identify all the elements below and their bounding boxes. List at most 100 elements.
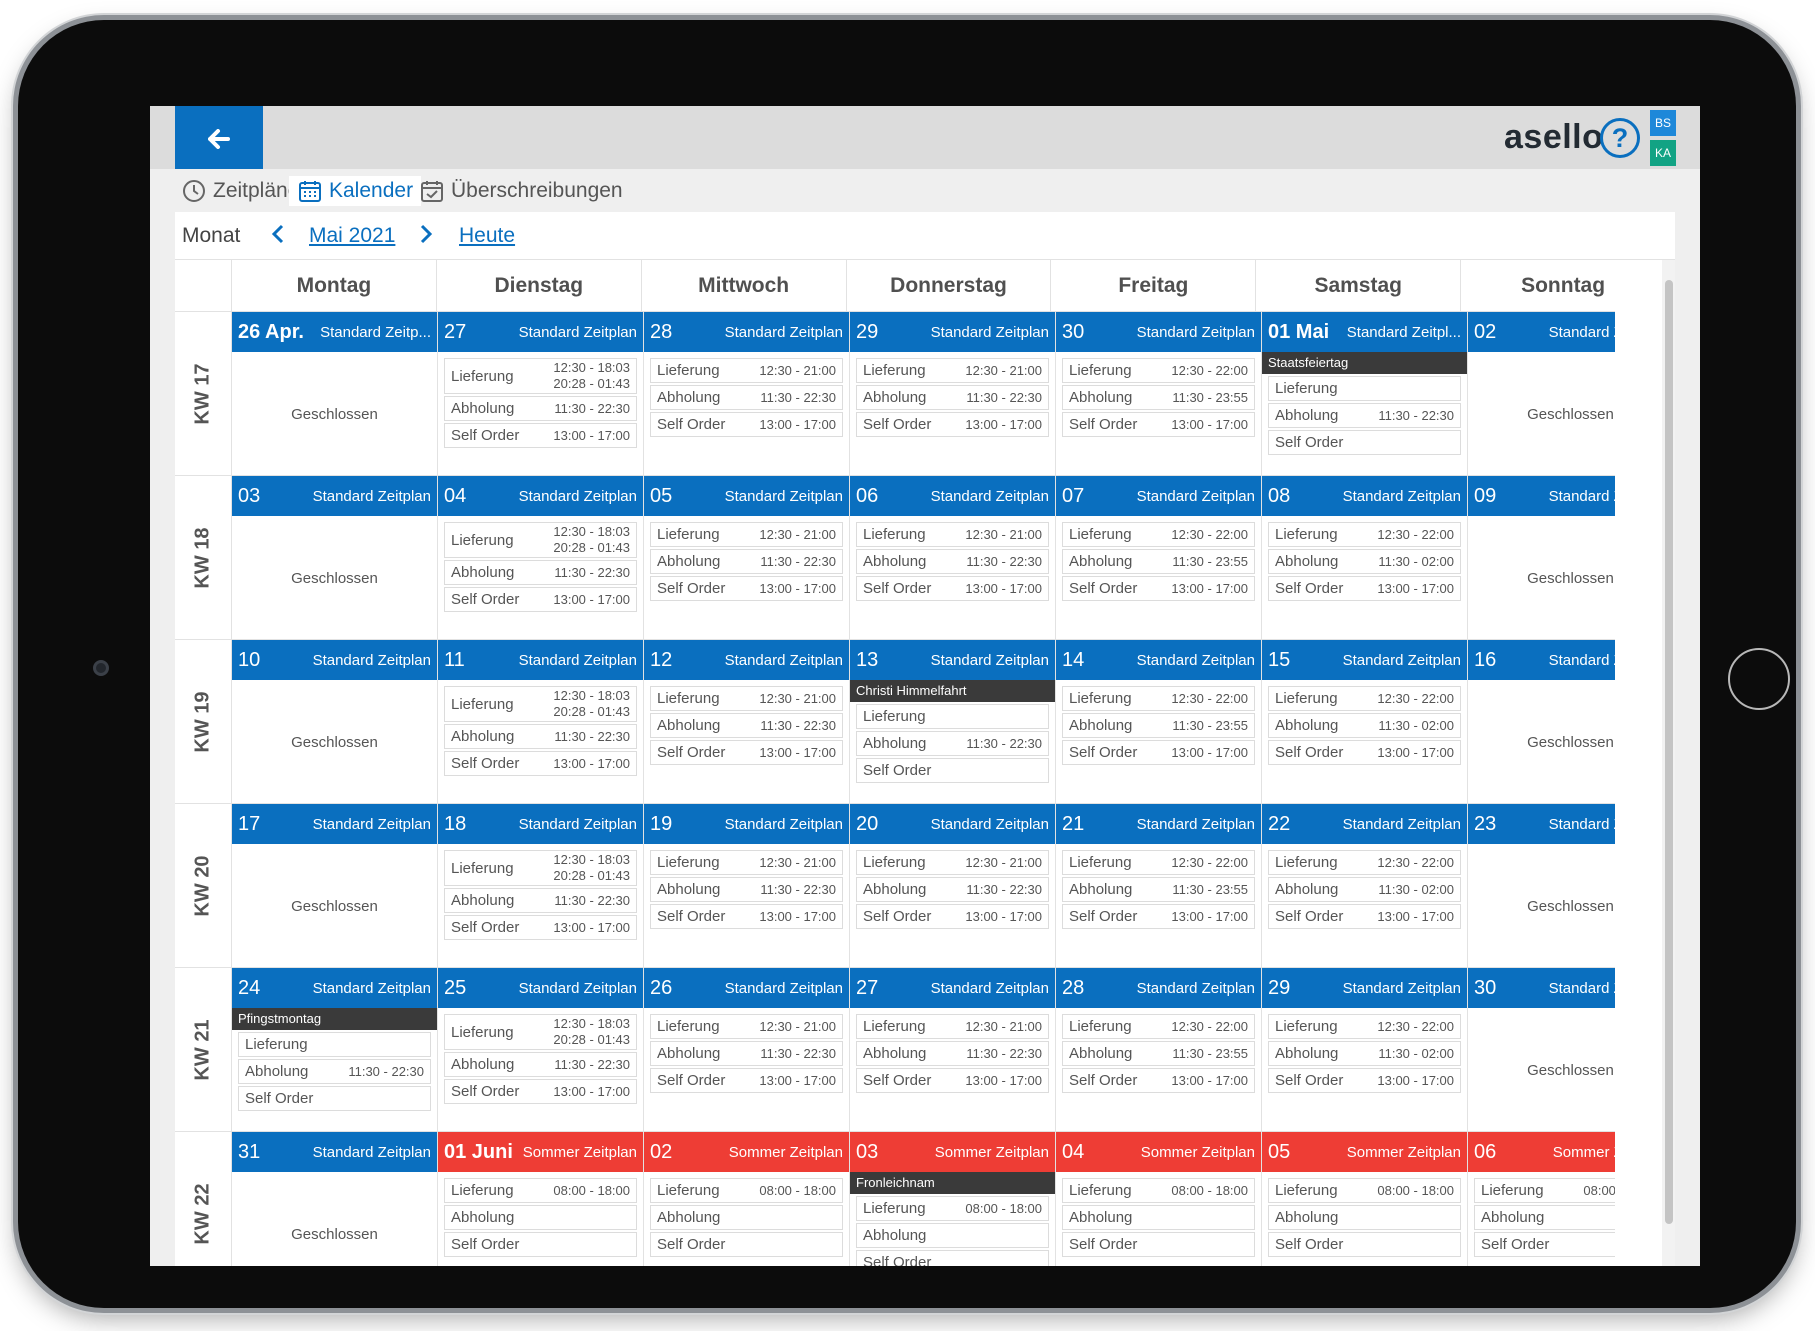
day-cell[interactable]: 10 Standard Zeitplan Geschlossen	[231, 639, 437, 803]
service-row[interactable]: Abholung	[1474, 1205, 1615, 1230]
home-button[interactable]	[1728, 648, 1790, 710]
service-row[interactable]: Self Order 13:00 - 17:00	[856, 904, 1049, 929]
store-badge-bs[interactable]: BS	[1650, 110, 1676, 136]
day-cell[interactable]: 09 Standard Zeitplan Geschlossen	[1467, 475, 1615, 639]
service-row[interactable]: Abholung 11:30 - 02:00	[1268, 1041, 1461, 1066]
service-row[interactable]: Lieferung 12:30 - 22:00	[1062, 522, 1255, 547]
day-cell[interactable]: 20 Standard Zeitplan Lieferung 12:30 - 21:0…	[849, 803, 1055, 967]
day-header[interactable]: 08 Standard Zeitplan	[1262, 476, 1467, 516]
day-cell[interactable]: 24 Standard Zeitplan Pfingstmontag Lieferun…	[231, 967, 437, 1131]
day-header[interactable]: 02 Standard Zeitplan	[1468, 312, 1615, 352]
day-cell[interactable]: 31 Standard Zeitplan Geschlossen	[231, 1131, 437, 1266]
day-cell[interactable]: 26 Standard Zeitplan Lieferung 12:30 - 21:0…	[643, 967, 849, 1131]
day-header[interactable]: 01 Mai Standard Zeitpl...	[1262, 312, 1467, 352]
service-row[interactable]: Self Order 13:00 - 17:00	[1062, 1068, 1255, 1093]
day-header[interactable]: 05 Standard Zeitplan	[644, 476, 849, 516]
service-row[interactable]: Abholung 11:30 - 22:30	[444, 396, 637, 421]
scrollbar-thumb[interactable]	[1665, 280, 1673, 1224]
day-cell[interactable]: 27 Standard Zeitplan Lieferung 12:30 - 18:0…	[437, 311, 643, 475]
service-row[interactable]: Lieferung	[1268, 376, 1461, 401]
service-row[interactable]: Abholung 11:30 - 22:30	[856, 877, 1049, 902]
service-row[interactable]: Abholung	[650, 1205, 843, 1230]
service-row[interactable]: Abholung 11:30 - 22:30	[444, 724, 637, 749]
service-row[interactable]: Lieferung 12:30 - 22:00	[1062, 358, 1255, 383]
service-row[interactable]: Abholung 11:30 - 23:55	[1062, 549, 1255, 574]
service-row[interactable]: Self Order 13:00 - 17:00	[444, 751, 637, 776]
service-row[interactable]: Abholung 11:30 - 22:30	[1268, 403, 1461, 428]
service-row[interactable]: Lieferung 12:30 - 22:00	[1268, 522, 1461, 547]
service-row[interactable]: Self Order 13:00 - 17:00	[1268, 740, 1461, 765]
service-row[interactable]: Lieferung 08:00 - 18:00	[1474, 1178, 1615, 1203]
service-row[interactable]: Abholung 11:30 - 22:30	[650, 713, 843, 738]
service-row[interactable]: Lieferung 12:30 - 21:00	[856, 522, 1049, 547]
day-cell[interactable]: 28 Standard Zeitplan Lieferung 12:30 - 22:0…	[1055, 967, 1261, 1131]
service-row[interactable]: Abholung 11:30 - 02:00	[1268, 549, 1461, 574]
day-header[interactable]: 27 Standard Zeitplan	[850, 968, 1055, 1008]
service-row[interactable]: Lieferung 12:30 - 21:00	[650, 686, 843, 711]
day-cell[interactable]: 18 Standard Zeitplan Lieferung 12:30 - 18:0…	[437, 803, 643, 967]
back-button[interactable]	[175, 106, 263, 169]
day-header[interactable]: 23 Standard Zeitplan	[1468, 804, 1615, 844]
service-row[interactable]: Self Order 13:00 - 17:00	[1062, 740, 1255, 765]
service-row[interactable]: Self Order	[1268, 1232, 1461, 1257]
day-header[interactable]: 17 Standard Zeitplan	[232, 804, 437, 844]
service-row[interactable]: Self Order 13:00 - 17:00	[1062, 904, 1255, 929]
service-row[interactable]: Lieferung 12:30 - 21:00	[650, 850, 843, 875]
day-cell[interactable]: 21 Standard Zeitplan Lieferung 12:30 - 22:0…	[1055, 803, 1261, 967]
day-header[interactable]: 31 Standard Zeitplan	[232, 1132, 437, 1172]
service-row[interactable]: Lieferung 08:00 - 18:00	[1268, 1178, 1461, 1203]
day-header[interactable]: 25 Standard Zeitplan	[438, 968, 643, 1008]
day-cell[interactable]: 30 Standard Zeitplan Lieferung 12:30 - 22:0…	[1055, 311, 1261, 475]
tab-kalender[interactable]: Kalender	[289, 176, 422, 206]
vertical-scrollbar[interactable]	[1662, 260, 1675, 1266]
service-row[interactable]: Self Order 13:00 - 17:00	[650, 412, 843, 437]
service-row[interactable]: Lieferung 08:00 - 18:00	[444, 1178, 637, 1203]
service-row[interactable]: Abholung 11:30 - 23:55	[1062, 1041, 1255, 1066]
service-row[interactable]: Self Order	[856, 1250, 1049, 1266]
day-cell[interactable]: 29 Standard Zeitplan Lieferung 12:30 - 21:0…	[849, 311, 1055, 475]
service-row[interactable]: Abholung	[856, 1223, 1049, 1248]
service-row[interactable]: Self Order 13:00 - 17:00	[444, 423, 637, 448]
service-row[interactable]: Abholung 11:30 - 23:55	[1062, 713, 1255, 738]
day-cell[interactable]: 28 Standard Zeitplan Lieferung 12:30 - 21:0…	[643, 311, 849, 475]
service-row[interactable]: Abholung 11:30 - 22:30	[856, 385, 1049, 410]
service-row[interactable]: Self Order	[650, 1232, 843, 1257]
day-header[interactable]: 02 Sommer Zeitplan	[644, 1132, 849, 1172]
service-row[interactable]: Lieferung 08:00 - 18:00	[856, 1196, 1049, 1221]
tab-ueberschreibungen[interactable]: Überschreibungen	[419, 176, 623, 206]
service-row[interactable]: Abholung	[1268, 1205, 1461, 1230]
day-header[interactable]: 19 Standard Zeitplan	[644, 804, 849, 844]
view-mode-label[interactable]: Monat	[182, 224, 241, 247]
day-cell[interactable]: 27 Standard Zeitplan Lieferung 12:30 - 21:0…	[849, 967, 1055, 1131]
service-row[interactable]: Self Order 13:00 - 17:00	[856, 576, 1049, 601]
service-row[interactable]: Self Order 13:00 - 17:00	[444, 915, 637, 940]
day-header[interactable]: 20 Standard Zeitplan	[850, 804, 1055, 844]
service-row[interactable]: Lieferung 12:30 - 22:00	[1062, 686, 1255, 711]
service-row[interactable]: Lieferung 08:00 - 18:00	[1062, 1178, 1255, 1203]
service-row[interactable]: Self Order	[856, 758, 1049, 783]
service-row[interactable]: Self Order	[238, 1086, 431, 1111]
service-row[interactable]: Self Order	[444, 1232, 637, 1257]
day-cell[interactable]: 30 Standard Zeitplan Geschlossen	[1467, 967, 1615, 1131]
day-header[interactable]: 18 Standard Zeitplan	[438, 804, 643, 844]
day-cell[interactable]: 23 Standard Zeitplan Geschlossen	[1467, 803, 1615, 967]
day-cell[interactable]: 04 Standard Zeitplan Lieferung 12:30 - 18:0…	[437, 475, 643, 639]
service-row[interactable]: Abholung 11:30 - 22:30	[650, 385, 843, 410]
day-header[interactable]: 01 Juni Sommer Zeitplan	[438, 1132, 643, 1172]
service-row[interactable]: Abholung 11:30 - 22:30	[444, 1052, 637, 1077]
day-header[interactable]: 26 Standard Zeitplan	[644, 968, 849, 1008]
day-header[interactable]: 05 Sommer Zeitplan	[1262, 1132, 1467, 1172]
service-row[interactable]: Lieferung 12:30 - 21:00	[856, 358, 1049, 383]
service-row[interactable]: Self Order 13:00 - 17:00	[856, 1068, 1049, 1093]
day-header[interactable]: 21 Standard Zeitplan	[1056, 804, 1261, 844]
service-row[interactable]: Self Order 13:00 - 17:00	[444, 587, 637, 612]
day-header[interactable]: 11 Standard Zeitplan	[438, 640, 643, 680]
service-row[interactable]: Self Order 13:00 - 17:00	[650, 576, 843, 601]
service-row[interactable]: Lieferung 12:30 - 22:00	[1268, 1014, 1461, 1039]
day-header[interactable]: 13 Standard Zeitplan	[850, 640, 1055, 680]
service-row[interactable]: Abholung 11:30 - 22:30	[856, 549, 1049, 574]
service-row[interactable]: Abholung 11:30 - 02:00	[1268, 713, 1461, 738]
day-header[interactable]: 14 Standard Zeitplan	[1056, 640, 1261, 680]
day-header[interactable]: 26 Apr. Standard Zeitp...	[232, 312, 437, 352]
service-row[interactable]: Lieferung 12:30 - 21:00	[650, 522, 843, 547]
